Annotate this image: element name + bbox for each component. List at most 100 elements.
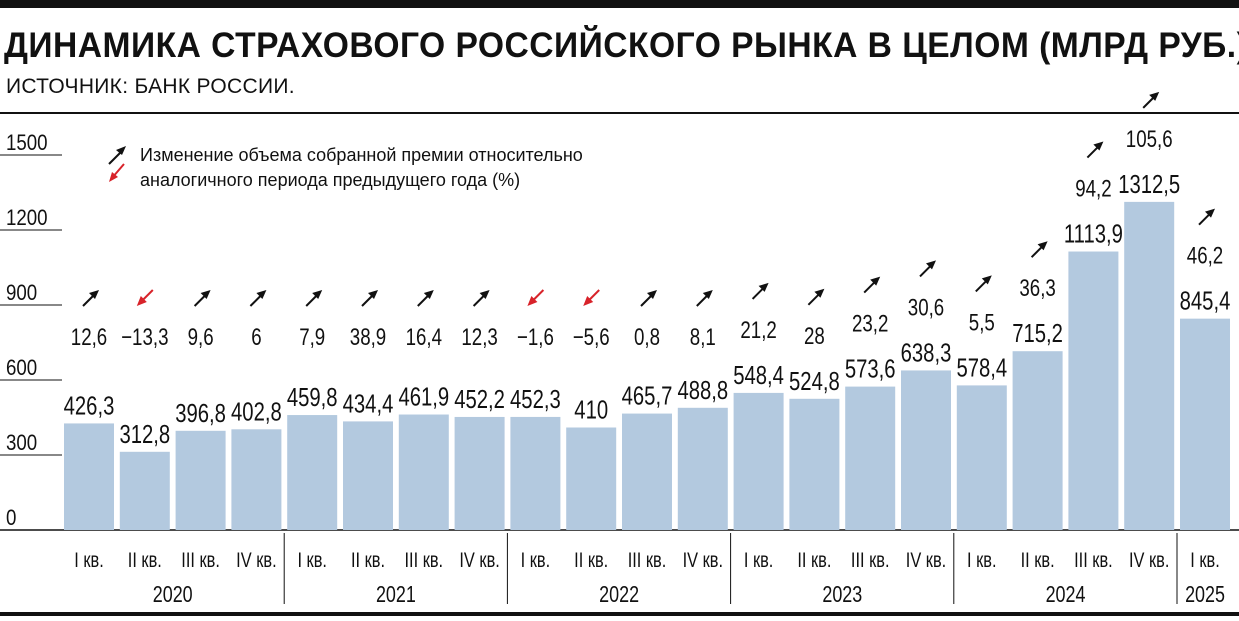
change-label: 38,9 (350, 324, 386, 351)
down-arrow-icon (136, 289, 154, 306)
change-label: 9,6 (188, 324, 214, 351)
legend-up-arrow-icon (108, 146, 126, 165)
bar (956, 385, 1007, 530)
bar (454, 416, 505, 530)
source-note: ИСТОЧНИК: БАНК РОССИИ. (6, 75, 295, 98)
up-arrow-icon (249, 290, 267, 307)
bar (1124, 201, 1175, 530)
bar (1180, 318, 1230, 530)
change-label: −5,6 (573, 324, 610, 351)
up-arrow-icon (1142, 91, 1160, 109)
category-label: I кв. (521, 548, 551, 571)
change-label: 6 (251, 324, 261, 351)
change-label: 12,6 (71, 324, 107, 351)
bar-value-label: 1113,9 (1064, 219, 1123, 248)
bar-value-label: 410 (574, 395, 608, 424)
legend-arrows (103, 142, 133, 193)
bar-value-label: 524,8 (789, 366, 840, 395)
y-tick-label: 0 (6, 507, 16, 531)
category-label: III кв. (181, 548, 220, 571)
y-tick-label: 1500 (6, 132, 48, 156)
year-label: 2021 (376, 582, 416, 608)
bar-value-label: 396,8 (175, 398, 226, 427)
change-label: 21,2 (740, 317, 776, 344)
bar (398, 414, 449, 530)
category-label: II кв. (574, 548, 608, 571)
up-arrow-icon (696, 290, 713, 307)
bar-value-label: 402,8 (231, 397, 282, 426)
category-label: IV кв. (1129, 548, 1169, 571)
down-arrow-icon (583, 289, 600, 306)
change-label: 30,6 (908, 294, 944, 321)
year-label: 2025 (1185, 582, 1225, 608)
category-label: IV кв. (236, 548, 276, 571)
header-separator (0, 112, 1239, 114)
category-label: I кв. (297, 548, 327, 571)
bar-value-label: 452,2 (454, 385, 505, 414)
bar (733, 392, 784, 530)
bar-value-label: 715,2 (1012, 319, 1063, 348)
year-label: 2023 (822, 582, 862, 608)
bar-value-label: 1312,5 (1118, 169, 1180, 198)
year-label: 2024 (1046, 582, 1086, 608)
up-arrow-icon (975, 275, 992, 293)
category-label: II кв. (1021, 548, 1055, 571)
bar-value-label: 461,9 (398, 382, 449, 411)
change-label: 12,3 (461, 324, 497, 351)
category-label: IV кв. (683, 548, 723, 571)
change-label: −1,6 (517, 324, 554, 351)
change-label: 23,2 (852, 310, 888, 337)
category-label: III кв. (851, 548, 890, 571)
bar (64, 423, 114, 530)
change-label: 105,6 (1126, 126, 1173, 153)
bar (845, 386, 896, 530)
bar (901, 370, 951, 530)
up-arrow-icon (751, 282, 769, 300)
bar (119, 451, 170, 530)
bar (175, 430, 226, 530)
category-label: I кв. (967, 548, 997, 571)
category-label: IV кв. (459, 548, 499, 571)
bar (566, 427, 617, 530)
up-arrow-icon (472, 290, 490, 307)
bar-value-label: 548,4 (733, 360, 784, 389)
category-label: III кв. (404, 548, 443, 571)
y-tick-label: 600 (6, 357, 37, 381)
category-label: I кв. (744, 548, 774, 571)
bar (343, 421, 393, 530)
y-tick-label: 900 (6, 282, 37, 306)
up-arrow-icon (863, 276, 881, 294)
top-rule (0, 0, 1239, 8)
up-arrow-icon (305, 290, 323, 307)
bar-value-label: 312,8 (119, 419, 170, 448)
up-arrow-icon (1086, 141, 1104, 159)
y-tick-label: 300 (6, 432, 37, 456)
bar-value-label: 573,6 (845, 354, 896, 383)
legend-line-1: Изменение объема собранной премии относи… (140, 145, 583, 165)
change-label: 0,8 (634, 324, 660, 351)
bar-value-label: 465,7 (622, 381, 673, 410)
up-arrow-icon (1198, 208, 1215, 226)
bar-value-label: 452,3 (510, 385, 561, 414)
y-tick-label: 1200 (6, 207, 48, 231)
up-arrow-icon (417, 290, 434, 307)
change-label: 36,3 (1019, 275, 1055, 302)
bottom-rule (0, 612, 1239, 616)
change-label: 7,9 (299, 324, 325, 351)
bar (1068, 251, 1119, 530)
category-label: I кв. (1190, 548, 1220, 571)
legend-line-2: аналогичного периода предыдущего года (%… (140, 170, 521, 190)
bar-value-label: 426,3 (64, 391, 115, 420)
bar (677, 407, 728, 530)
category-label: II кв. (351, 548, 385, 571)
year-label: 2020 (153, 582, 193, 608)
bar-value-label: 638,3 (901, 338, 952, 367)
change-label: 8,1 (690, 324, 716, 351)
bar-value-label: 488,8 (677, 375, 728, 404)
category-label: III кв. (628, 548, 667, 571)
category-label: I кв. (74, 548, 104, 571)
up-arrow-icon (640, 290, 657, 307)
bar (510, 416, 561, 530)
change-label: 16,4 (406, 324, 442, 351)
